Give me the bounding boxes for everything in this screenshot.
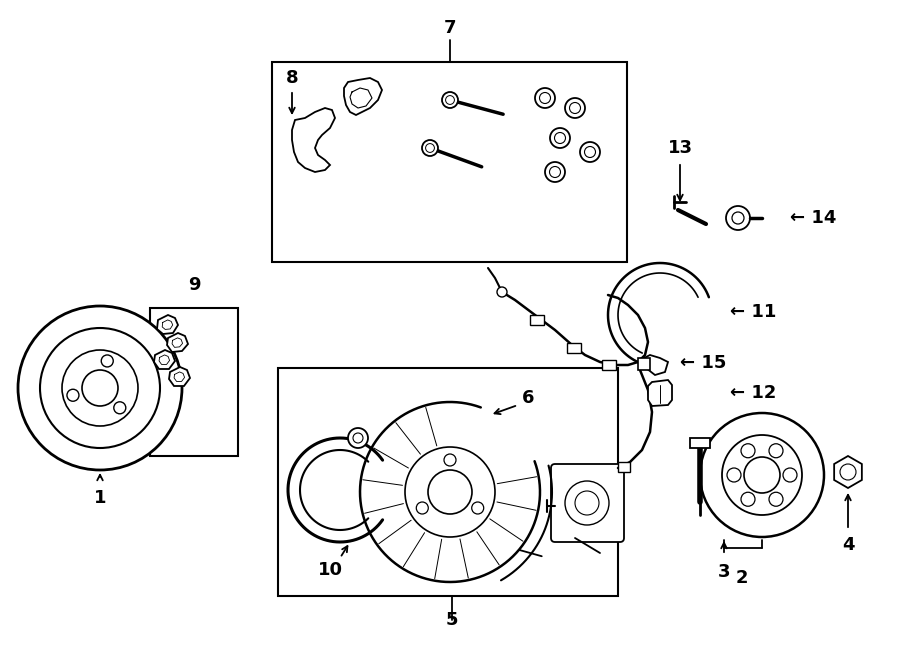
Circle shape: [741, 444, 755, 458]
Circle shape: [348, 428, 368, 448]
Circle shape: [422, 140, 438, 156]
Circle shape: [769, 492, 783, 506]
Circle shape: [446, 96, 454, 104]
Text: 1: 1: [94, 489, 106, 507]
Circle shape: [584, 147, 596, 157]
Bar: [690, 438, 710, 448]
Circle shape: [101, 355, 113, 367]
Text: 3: 3: [718, 563, 730, 581]
Circle shape: [769, 444, 783, 458]
Circle shape: [744, 457, 780, 493]
Circle shape: [741, 492, 755, 506]
Text: 10: 10: [318, 561, 343, 579]
Circle shape: [575, 491, 599, 515]
Circle shape: [82, 370, 118, 406]
Text: ← 12: ← 12: [730, 384, 777, 402]
Bar: [638, 358, 650, 370]
Polygon shape: [344, 78, 382, 115]
Circle shape: [428, 470, 472, 514]
Polygon shape: [157, 315, 178, 334]
Circle shape: [67, 389, 79, 401]
Text: 7: 7: [444, 19, 456, 37]
Circle shape: [417, 502, 428, 514]
Circle shape: [535, 88, 555, 108]
Circle shape: [18, 306, 182, 470]
Bar: [618, 462, 630, 472]
FancyBboxPatch shape: [551, 464, 624, 542]
Text: 5: 5: [446, 611, 458, 629]
Circle shape: [550, 128, 570, 148]
Bar: [530, 315, 544, 325]
Circle shape: [62, 350, 138, 426]
Circle shape: [405, 447, 495, 537]
Bar: [272, 62, 627, 262]
Text: 8: 8: [285, 69, 298, 87]
Polygon shape: [648, 380, 672, 406]
Polygon shape: [154, 350, 175, 369]
Circle shape: [570, 102, 580, 114]
Bar: [278, 368, 618, 596]
Text: 13: 13: [668, 139, 692, 157]
Polygon shape: [292, 108, 335, 172]
Circle shape: [700, 413, 824, 537]
Circle shape: [580, 142, 600, 162]
Circle shape: [727, 468, 741, 482]
Circle shape: [353, 433, 363, 443]
Circle shape: [565, 98, 585, 118]
Circle shape: [40, 328, 160, 448]
Circle shape: [539, 93, 551, 104]
Bar: [567, 343, 581, 353]
Bar: [602, 360, 616, 370]
Text: ← 14: ← 14: [790, 209, 836, 227]
Circle shape: [497, 287, 507, 297]
Text: 2: 2: [736, 569, 748, 587]
Circle shape: [783, 468, 797, 482]
Circle shape: [545, 162, 565, 182]
Circle shape: [554, 132, 565, 143]
Polygon shape: [167, 333, 188, 352]
Circle shape: [565, 481, 609, 525]
Text: ← 15: ← 15: [680, 354, 726, 372]
Text: 9: 9: [188, 276, 200, 294]
Polygon shape: [169, 367, 190, 386]
Circle shape: [732, 212, 744, 224]
Text: ← 11: ← 11: [730, 303, 777, 321]
Circle shape: [442, 92, 458, 108]
Circle shape: [113, 402, 126, 414]
Circle shape: [472, 502, 483, 514]
Circle shape: [726, 206, 750, 230]
Circle shape: [840, 464, 856, 480]
Text: 4: 4: [842, 536, 854, 554]
Text: 6: 6: [522, 389, 535, 407]
Bar: [150, 308, 238, 456]
Circle shape: [426, 143, 435, 153]
Circle shape: [550, 167, 561, 178]
Circle shape: [722, 435, 802, 515]
Circle shape: [444, 454, 456, 466]
Polygon shape: [644, 355, 668, 375]
